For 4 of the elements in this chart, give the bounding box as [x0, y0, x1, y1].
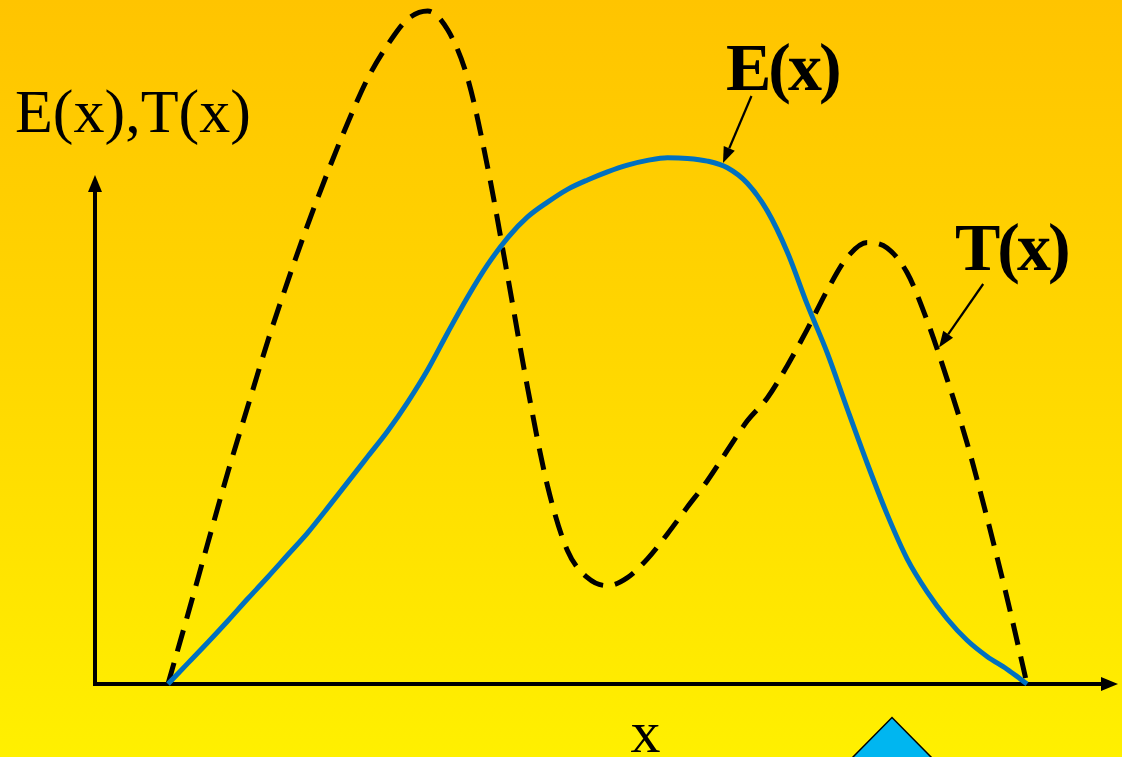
y-axis-title: E(x),T(x) — [15, 77, 251, 145]
series-label: T(x) — [955, 209, 1068, 285]
x-axis-title: x — [630, 699, 661, 757]
series-label: E(x) — [726, 29, 839, 105]
